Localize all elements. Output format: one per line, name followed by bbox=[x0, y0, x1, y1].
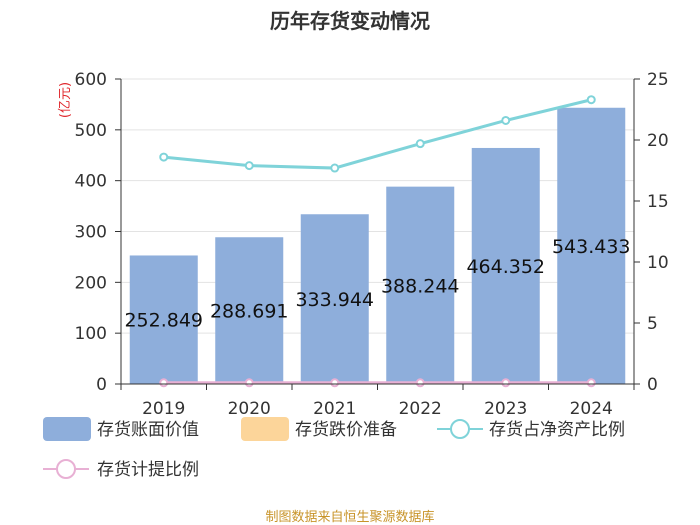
left-axis-tick-label: 0 bbox=[96, 375, 107, 395]
point-net-asset-ratio bbox=[586, 95, 596, 105]
point-provision-ratio bbox=[159, 378, 169, 388]
legend-item-net-asset-ratio[interactable]: 存货占净资产比例 bbox=[437, 419, 625, 440]
left-axis-tick-label: 300 bbox=[75, 223, 107, 243]
legend-marker-provision-ratio bbox=[56, 459, 76, 479]
line-series bbox=[159, 95, 596, 388]
point-provision-ratio bbox=[501, 378, 511, 388]
point-provision-ratio bbox=[244, 378, 254, 388]
legend-label-book-value: 存货账面价值 bbox=[97, 420, 199, 440]
bar-book-value bbox=[215, 237, 284, 384]
x-axis-label: 2024 bbox=[570, 399, 613, 419]
right-axis-unit: % bbox=[697, 74, 700, 86]
point-provision-ratio bbox=[586, 378, 596, 388]
legend-item-provision-ratio[interactable]: 存货计提比例 bbox=[43, 459, 199, 480]
right-axis-tick-label: 20 bbox=[647, 131, 669, 151]
line-net-asset-ratio bbox=[163, 98, 592, 170]
point-provision-ratio bbox=[330, 378, 340, 388]
bar-book-value bbox=[386, 186, 455, 384]
x-axis-label: 2022 bbox=[399, 399, 442, 419]
left-axis-tick-label: 200 bbox=[75, 273, 107, 293]
bar-value-labels: 252.849 288.691 333.944 388.244 464.352 543.4… bbox=[124, 236, 630, 332]
right-axis-tick-label: 25 bbox=[647, 70, 669, 90]
bar-book-value bbox=[471, 147, 540, 384]
legend-swatch-impairment bbox=[241, 417, 289, 441]
right-axis-tick-label: 0 bbox=[647, 375, 658, 395]
left-axis-tick-label: 600 bbox=[75, 70, 107, 90]
bar-series bbox=[129, 107, 626, 385]
bar-book-value bbox=[557, 107, 626, 385]
gridlines bbox=[121, 78, 634, 334]
legend-swatch-book-value bbox=[43, 417, 91, 441]
point-provision-ratio bbox=[415, 378, 425, 388]
bar-value-label: 543.433 bbox=[552, 236, 631, 258]
left-axis-tick-label: 100 bbox=[75, 324, 107, 344]
axes: 0 100 200 300 400 500 600 0 5 10 15 20 25 2019 2020 202… bbox=[75, 70, 669, 419]
legend: 存货账面价值 存货跌价准备 存货占净资产比例 存货计提比例 bbox=[43, 417, 625, 480]
left-axis-unit: (亿元) bbox=[58, 82, 73, 118]
bar-value-label: 388.244 bbox=[381, 275, 460, 297]
x-axis-label: 2020 bbox=[228, 399, 271, 419]
point-net-asset-ratio bbox=[330, 163, 340, 173]
bar-value-label: 252.849 bbox=[124, 310, 203, 332]
bar-book-value bbox=[129, 255, 198, 384]
legend-label-net-asset-ratio: 存货占净资产比例 bbox=[489, 420, 625, 440]
point-net-asset-ratio bbox=[415, 139, 425, 149]
left-axis-tick-label: 400 bbox=[75, 172, 107, 192]
bar-value-label: 333.944 bbox=[295, 289, 374, 311]
x-axis-label: 2021 bbox=[313, 399, 356, 419]
legend-label-provision-ratio: 存货计提比例 bbox=[97, 460, 199, 480]
bar-value-label: 464.352 bbox=[466, 256, 545, 278]
point-net-asset-ratio bbox=[244, 161, 254, 171]
data-source-note: 制图数据来自恒生聚源数据库 bbox=[265, 509, 434, 525]
legend-label-impairment: 存货跌价准备 bbox=[295, 420, 397, 440]
x-axis-label: 2023 bbox=[484, 399, 527, 419]
point-net-asset-ratio bbox=[501, 115, 511, 125]
bar-value-label: 288.691 bbox=[210, 301, 289, 323]
legend-item-impairment[interactable]: 存货跌价准备 bbox=[241, 417, 397, 441]
chart-title: 历年存货变动情况 bbox=[270, 9, 430, 33]
legend-item-book-value[interactable]: 存货账面价值 bbox=[43, 417, 199, 441]
legend-marker-net-asset-ratio bbox=[450, 419, 470, 439]
bar-book-value bbox=[300, 214, 369, 384]
right-axis-tick-label: 5 bbox=[647, 314, 658, 334]
left-axis-tick-label: 500 bbox=[75, 121, 107, 141]
right-axis-tick-label: 10 bbox=[647, 253, 669, 273]
right-axis-tick-label: 15 bbox=[647, 192, 669, 212]
point-net-asset-ratio bbox=[159, 152, 169, 162]
x-axis-label: 2019 bbox=[142, 399, 185, 419]
